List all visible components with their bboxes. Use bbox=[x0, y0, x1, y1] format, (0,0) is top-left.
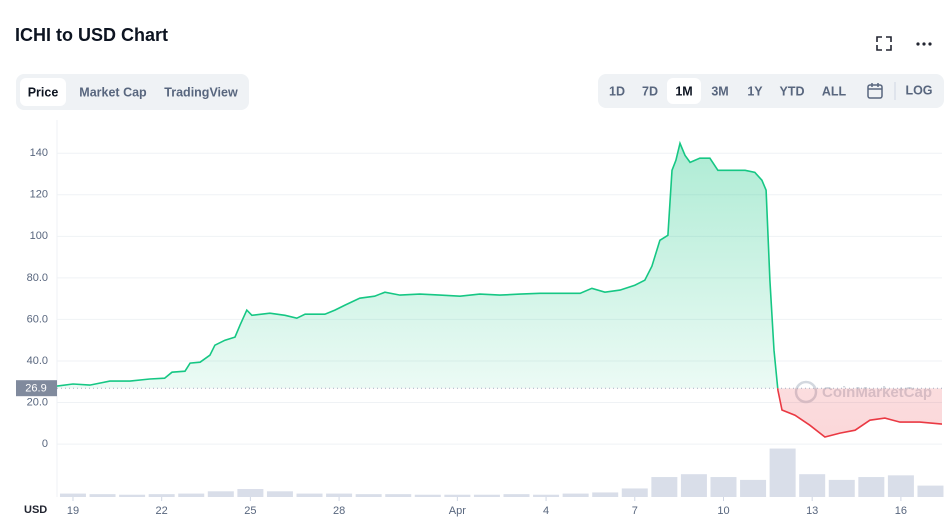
log-button[interactable]: LOG bbox=[905, 83, 932, 97]
volume-bar bbox=[385, 494, 412, 497]
range-button[interactable]: YTD bbox=[780, 84, 805, 98]
volume-bar bbox=[444, 494, 471, 497]
x-tick-label: 28 bbox=[333, 505, 345, 517]
x-tick-label: 16 bbox=[895, 505, 907, 517]
active-tab bbox=[20, 78, 66, 106]
volume-bar bbox=[592, 492, 619, 497]
volume-bar bbox=[119, 494, 146, 497]
y-tick-label: 120 bbox=[30, 189, 48, 201]
volume-bar bbox=[473, 494, 500, 497]
calendar-icon[interactable] bbox=[867, 83, 883, 99]
volume-bar bbox=[178, 493, 205, 497]
y-tick-label: 0 bbox=[42, 438, 48, 450]
volume-bar bbox=[503, 494, 530, 497]
volume-bar bbox=[799, 474, 826, 497]
volume-bar bbox=[59, 493, 86, 497]
tab-group bbox=[16, 74, 249, 110]
volume-bar bbox=[266, 491, 293, 497]
x-tick-label: 19 bbox=[67, 505, 79, 517]
x-tick-label: 13 bbox=[806, 505, 818, 517]
fullscreen-icon[interactable] bbox=[876, 36, 892, 51]
volume-bar bbox=[562, 493, 589, 497]
volume-bar bbox=[740, 479, 767, 497]
chart-title: ICHI to USD Chart bbox=[15, 25, 168, 45]
reference-label: 26.9 bbox=[25, 383, 46, 395]
x-tick-label: Apr bbox=[449, 505, 466, 517]
price-area bbox=[57, 143, 778, 389]
more-icon[interactable] bbox=[916, 42, 932, 46]
y-tick-label: 80.0 bbox=[27, 272, 48, 284]
price-area bbox=[57, 388, 942, 437]
volume-bar bbox=[651, 477, 678, 497]
y-tick-label: 20.0 bbox=[27, 396, 48, 408]
volume-bar bbox=[207, 491, 234, 497]
tab-button[interactable]: Market Cap bbox=[79, 85, 147, 99]
active-range bbox=[667, 78, 701, 104]
volume-bar bbox=[769, 448, 796, 497]
volume-bar bbox=[414, 494, 441, 497]
volume-bar bbox=[148, 494, 175, 497]
unit-label: USD bbox=[24, 504, 47, 516]
volume-bar bbox=[680, 474, 707, 497]
x-tick-label: 25 bbox=[244, 505, 256, 517]
volume-bar bbox=[887, 475, 914, 497]
y-tick-label: 40.0 bbox=[27, 355, 48, 367]
range-button[interactable]: 7D bbox=[642, 84, 658, 98]
range-button[interactable]: 1D bbox=[609, 84, 625, 98]
volume-bar bbox=[355, 494, 382, 497]
volume-bar bbox=[533, 494, 560, 497]
tab-button[interactable]: TradingView bbox=[164, 85, 238, 99]
volume-bar bbox=[858, 477, 885, 497]
volume-bar bbox=[326, 493, 353, 497]
range-button[interactable]: 1M bbox=[675, 84, 692, 98]
volume-bar bbox=[621, 488, 648, 497]
volume-bar bbox=[917, 485, 944, 497]
y-tick-label: 140 bbox=[30, 147, 48, 159]
x-tick-label: 22 bbox=[156, 505, 168, 517]
volume-bar bbox=[89, 494, 116, 497]
range-button[interactable]: 3M bbox=[711, 84, 728, 98]
y-tick-label: 100 bbox=[30, 230, 48, 242]
x-tick-label: 4 bbox=[543, 505, 549, 517]
volume-bar bbox=[828, 479, 855, 497]
y-tick-label: 60.0 bbox=[27, 313, 48, 325]
reference-label-bg bbox=[16, 380, 57, 397]
x-tick-label: 10 bbox=[717, 505, 729, 517]
volume-bar bbox=[710, 477, 737, 497]
volume-bar bbox=[237, 489, 264, 497]
range-button[interactable]: ALL bbox=[822, 84, 847, 98]
tab-button[interactable]: Price bbox=[28, 85, 59, 99]
volume-bar bbox=[296, 493, 323, 497]
x-tick-label: 7 bbox=[632, 505, 638, 517]
plot: 0 20.0 40.0 60.0 80.0 100 120 140 19 22 25 28 Apr 4 7 1… bbox=[16, 120, 944, 517]
price-line bbox=[57, 140, 779, 389]
range-button[interactable]: 1Y bbox=[747, 84, 763, 98]
